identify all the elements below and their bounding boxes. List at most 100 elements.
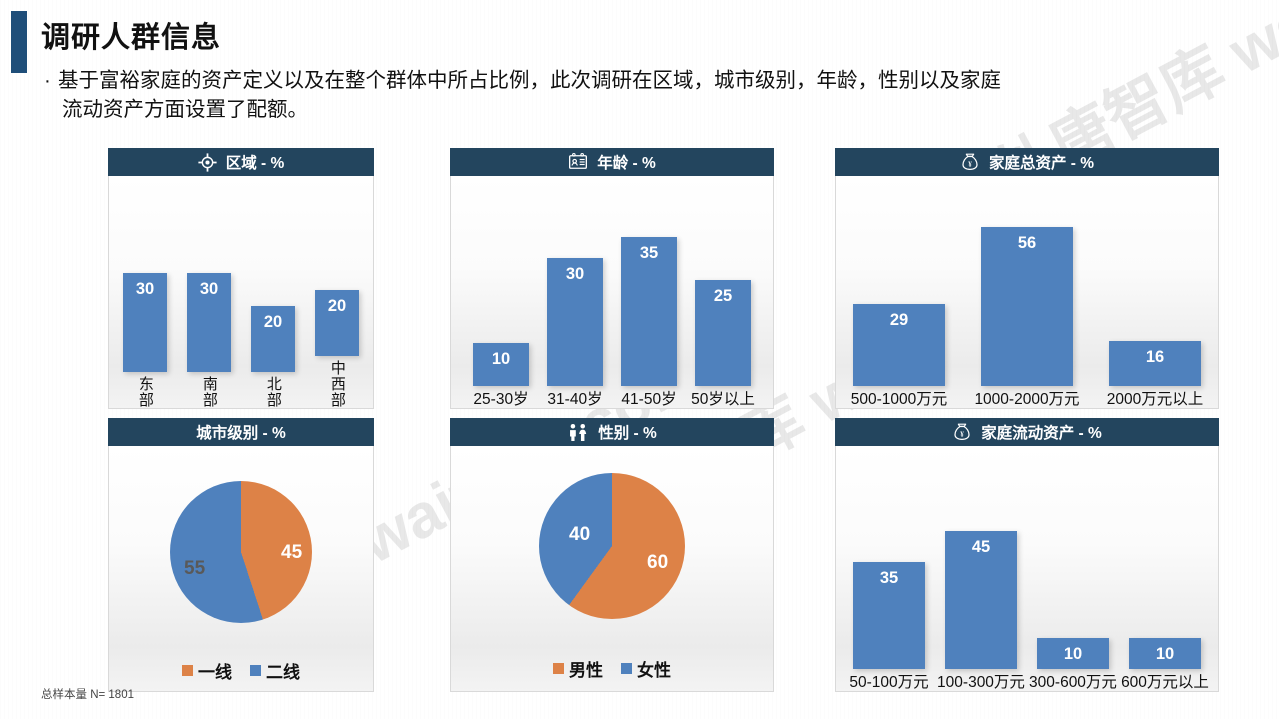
chart-panel-total-assets: ¥ 家庭总资产 - % 29 500-1000万元 56 1000-2000万元 16 2…: [835, 148, 1219, 409]
bar: 45: [945, 530, 1017, 669]
bar: 10: [473, 342, 529, 386]
panel-header-city-tier: 城市级别 - %: [108, 418, 374, 446]
bar-category-label: 25-30岁: [473, 390, 529, 408]
bar: 30: [123, 273, 167, 372]
bar-value-label: 35: [639, 243, 659, 262]
panel-body-total-assets: 29 500-1000万元 56 1000-2000万元 16 2000万元以上: [835, 176, 1219, 409]
money-bag-icon: ¥: [960, 152, 980, 172]
legend-item[interactable]: 一线: [182, 658, 232, 683]
pie-chart: [539, 473, 685, 619]
bar-group: 16 2000万元以上: [1107, 340, 1203, 408]
bar-category-label: 2000万元以上: [1106, 390, 1204, 408]
bar-group: 30 东部: [123, 273, 167, 408]
bullet-marker: ·: [44, 69, 51, 92]
legend-item[interactable]: 女性: [621, 656, 671, 681]
bar-group: 35 41-50岁: [621, 236, 677, 408]
panel-body-liquid-assets: 35 50-100万元 45 100-300万元 10 300-600万元 10 600万元以…: [835, 446, 1219, 692]
male-female-icon: [567, 423, 589, 442]
panel-body-age: 10 25-30岁 30 31-40岁 35 41-50岁 25 50岁以上: [450, 176, 774, 409]
bar: 35: [621, 236, 677, 386]
chart-panel-region: 区域 - % 30 东部 30 南部 20 北部 20 中西部: [108, 148, 374, 409]
chart-panel-age: 年龄 - % 10 25-30岁 30 31-40岁 35 41-50岁 25 50岁以上: [450, 148, 774, 409]
panel-body-city-tier: 45 55 一线 二线: [108, 446, 374, 692]
legend-swatch: [553, 663, 564, 674]
panel-body-region: 30 东部 30 南部 20 北部 20 中西部: [108, 176, 374, 409]
pie-slice-value: 60: [647, 552, 669, 573]
page-title: 调研人群信息: [41, 22, 222, 54]
bar-group: 30 31-40岁: [547, 257, 603, 408]
bullet-line-2: 流动资产方面设置了配额。: [62, 98, 308, 122]
bar-value-label: 35: [879, 568, 899, 587]
bar-group: 30 南部: [187, 273, 231, 408]
bar: 10: [1037, 637, 1109, 669]
bar-value-label: 20: [327, 297, 347, 315]
panel-header-region: 区域 - %: [108, 148, 374, 176]
bar-category-label: 东部: [136, 376, 154, 408]
svg-text:¥: ¥: [960, 430, 964, 438]
panel-title-region: 区域 - %: [225, 155, 285, 172]
legend-label: 一线: [198, 663, 232, 682]
bar: 16: [1109, 340, 1201, 386]
bar-group: 10 600万元以上: [1121, 637, 1209, 691]
legend-label: 男性: [569, 661, 603, 680]
bar-category-label: 南部: [200, 376, 218, 408]
bar: 10: [1129, 637, 1201, 669]
bar-group: 29 500-1000万元: [851, 303, 947, 408]
panel-header-liquid-assets: ¥ 家庭流动资产 - %: [835, 418, 1219, 446]
pie-legend: 一线 二线: [109, 658, 373, 683]
bar-value-label: 56: [1017, 233, 1037, 252]
legend-label: 二线: [266, 663, 300, 682]
legend-swatch: [621, 663, 632, 674]
bar-value-label: 30: [565, 264, 585, 283]
bar: 30: [187, 273, 231, 372]
bar-value-label: 30: [199, 280, 219, 298]
panel-title-liquid-assets: 家庭流动资产 - %: [981, 425, 1102, 442]
pie-slice-value: 55: [184, 558, 206, 579]
pie-slice-value: 45: [281, 542, 303, 563]
chart-panel-city-tier: 城市级别 - % 45 55 一线 二线: [108, 418, 374, 692]
panel-header-total-assets: ¥ 家庭总资产 - %: [835, 148, 1219, 176]
panel-body-gender: 60 40 男性 女性: [450, 446, 774, 692]
bar-value-label: 16: [1145, 347, 1165, 366]
bullet-line-1: 基于富裕家庭的资产定义以及在整个群体中所占比例，此次调研在区域，城市级别，年龄，…: [58, 69, 1001, 92]
bar: 56: [981, 226, 1073, 386]
bar-category-label: 北部: [264, 376, 282, 408]
bar-category-label: 500-1000万元: [850, 390, 948, 408]
bar-category-label: 50-100万元: [849, 673, 929, 691]
bar-value-label: 10: [1155, 644, 1175, 663]
crosshair-target-icon: [198, 152, 217, 172]
bar-group: 35 50-100万元: [849, 561, 929, 691]
bar-category-label: 41-50岁: [621, 390, 677, 408]
legend-item[interactable]: 二线: [250, 658, 300, 683]
panel-header-gender: 性别 - %: [450, 418, 774, 446]
pie-chart: [170, 481, 312, 623]
bar-value-label: 20: [263, 313, 283, 331]
bar-group: 25 50岁以上: [691, 279, 755, 408]
bar-group: 10 25-30岁: [473, 342, 529, 408]
bar-group: 20 北部: [251, 306, 295, 408]
bar: 20: [315, 290, 359, 356]
bar-category-label: 31-40岁: [547, 390, 603, 408]
legend-item[interactable]: 男性: [553, 656, 603, 681]
bar-category-label: 600万元以上: [1121, 673, 1209, 691]
bar-category-label: 中西部: [328, 360, 346, 408]
chart-panel-gender: 性别 - % 60 40 男性 女性: [450, 418, 774, 692]
id-card-icon: [568, 152, 588, 172]
title-accent-bar: [11, 11, 27, 73]
bar-group: 45 100-300万元: [937, 530, 1025, 691]
bar-value-label: 29: [889, 310, 909, 329]
bar-category-label: 100-300万元: [937, 673, 1025, 691]
bar: 25: [695, 279, 751, 386]
panel-title-city-tier: 城市级别 - %: [196, 425, 286, 442]
bar-value-label: 45: [971, 537, 991, 556]
money-bag-icon: ¥: [952, 422, 972, 442]
bar-category-label: 300-600万元: [1029, 673, 1117, 691]
panel-title-age: 年龄 - %: [597, 155, 656, 172]
chart-panel-liquid-assets: ¥ 家庭流动资产 - % 35 50-100万元 45 100-300万元 10 300-…: [835, 418, 1219, 692]
legend-label: 女性: [637, 661, 671, 680]
bar: 35: [853, 561, 925, 669]
bar: 20: [251, 306, 295, 372]
bar-group: 10 300-600万元: [1029, 637, 1117, 691]
bar-value-label: 10: [1063, 644, 1083, 663]
bar-category-label: 1000-2000万元: [974, 390, 1080, 408]
